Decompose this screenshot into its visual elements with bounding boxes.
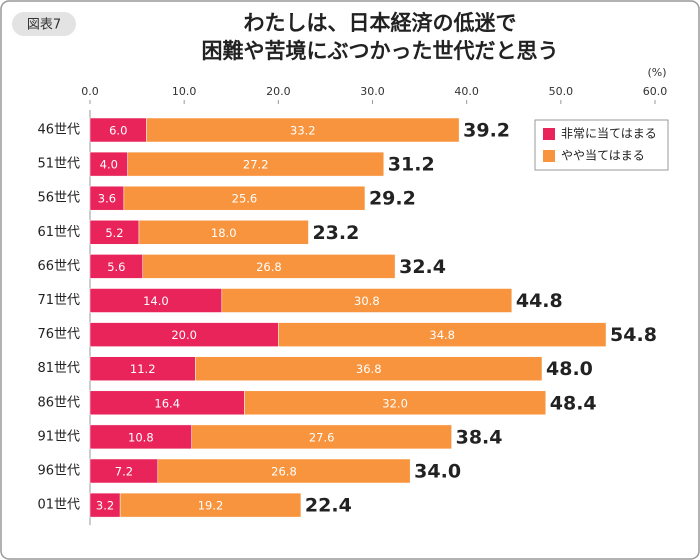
- bar-segment: [89, 492, 121, 518]
- bar-segment: [119, 492, 302, 518]
- bar-segment: [278, 322, 607, 347]
- value-label: 18.0: [211, 226, 237, 240]
- x-tick-label: 30.0: [360, 85, 385, 98]
- bar-segment: [89, 220, 140, 245]
- legend-box: [534, 119, 669, 171]
- value-label: 11.2: [130, 362, 156, 376]
- value-label: 14.0: [143, 294, 169, 308]
- bar-segment: [89, 117, 147, 143]
- figure-label: 図表7: [27, 18, 61, 33]
- bar-segment: [89, 390, 245, 416]
- total-label: 34.0: [414, 461, 461, 483]
- bar-segment: [146, 117, 460, 143]
- value-label: 30.8: [354, 294, 380, 308]
- bar-segment: [89, 254, 143, 279]
- bar-segment: [123, 185, 366, 211]
- y-tick-label: 01世代: [37, 498, 80, 513]
- bar-segment: [244, 390, 547, 416]
- bar-segment: [89, 151, 128, 177]
- value-label: 3.2: [96, 499, 114, 513]
- value-label: 20.0: [171, 328, 197, 342]
- bar-segment: [157, 458, 411, 484]
- value-label: 7.2: [115, 465, 133, 479]
- y-tick-label: 71世代: [37, 293, 80, 308]
- value-label: 6.0: [109, 124, 127, 138]
- x-tick-label: 50.0: [549, 85, 574, 98]
- value-label: 34.8: [429, 328, 455, 342]
- bar-segment: [191, 424, 452, 450]
- total-label: 23.2: [312, 222, 359, 244]
- total-label: 48.0: [546, 358, 593, 380]
- value-label: 26.8: [271, 465, 297, 479]
- total-label: 39.2: [463, 120, 510, 142]
- y-tick-label: 56世代: [37, 191, 80, 206]
- total-label: 48.4: [550, 392, 597, 414]
- x-tick-label: 20.0: [266, 85, 291, 98]
- value-label: 32.0: [382, 396, 408, 410]
- total-label: 38.4: [456, 426, 503, 448]
- unit-label: (%): [647, 66, 666, 79]
- total-label: 22.4: [305, 495, 352, 517]
- value-label: 26.8: [256, 260, 282, 274]
- y-tick-label: 86世代: [37, 395, 80, 410]
- legend-swatch: [543, 150, 555, 162]
- y-tick-label: 91世代: [37, 429, 80, 444]
- value-label: 3.6: [98, 192, 116, 206]
- badge: [12, 12, 76, 36]
- total-label: 31.2: [388, 154, 435, 176]
- x-tick-label: 10.0: [172, 85, 197, 98]
- bar-segment: [221, 288, 513, 313]
- bar-segment: [138, 220, 309, 245]
- legend-label: やや当てはまる: [561, 149, 645, 163]
- value-label: 5.2: [105, 226, 123, 240]
- bar-segment: [142, 254, 396, 279]
- x-tick-label: 0.0: [81, 85, 99, 98]
- bar-segment: [127, 151, 385, 177]
- bar-segment: [195, 356, 543, 381]
- x-tick-label: 60.0: [643, 85, 668, 98]
- value-label: 5.6: [107, 260, 125, 274]
- value-label: 36.8: [356, 362, 382, 376]
- y-tick-label: 46世代: [37, 123, 80, 138]
- bar-segment: [89, 288, 223, 313]
- value-label: 16.4: [154, 396, 180, 410]
- y-tick-label: 81世代: [37, 361, 80, 376]
- y-tick-label: 61世代: [37, 225, 80, 240]
- y-tick-label: 66世代: [37, 259, 80, 274]
- chart-title: 困難や苦境にぶつかった世代だと思う: [202, 39, 559, 63]
- y-tick-label: 51世代: [37, 157, 80, 172]
- total-label: 54.8: [610, 324, 657, 346]
- total-label: 32.4: [399, 256, 446, 278]
- legend-swatch: [543, 128, 555, 140]
- value-label: 19.2: [198, 499, 224, 513]
- total-label: 29.2: [369, 188, 416, 210]
- value-label: 27.6: [309, 430, 335, 444]
- value-label: 25.6: [232, 192, 258, 206]
- value-label: 27.2: [243, 158, 269, 172]
- value-label: 33.2: [290, 124, 316, 138]
- chart-title: わたしは、日本経済の低迷で: [244, 11, 517, 35]
- y-tick-label: 96世代: [37, 464, 80, 479]
- value-label: 10.8: [128, 430, 154, 444]
- legend-label: 非常に当てはまる: [561, 127, 657, 141]
- total-label: 44.8: [516, 290, 563, 312]
- x-tick-label: 40.0: [454, 85, 479, 98]
- bar-segment: [89, 424, 192, 450]
- value-label: 4.0: [100, 158, 118, 172]
- y-tick-label: 76世代: [37, 327, 80, 342]
